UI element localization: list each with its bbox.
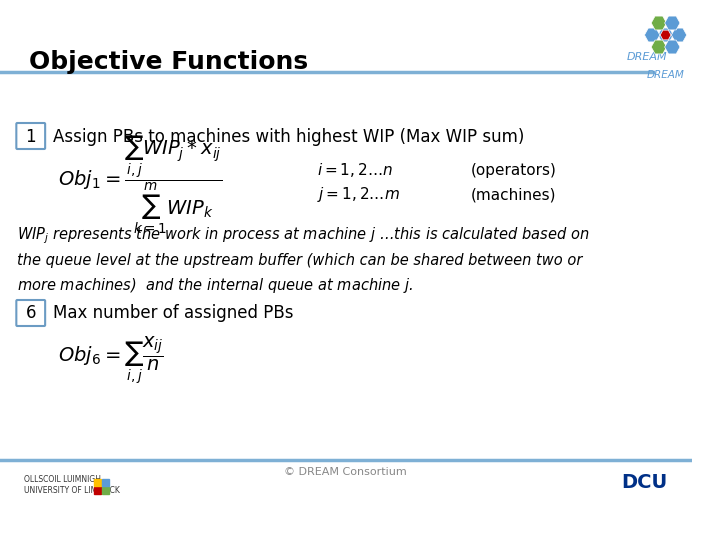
- Text: (operators): (operators): [471, 163, 557, 178]
- Bar: [94, 487, 101, 494]
- FancyBboxPatch shape: [17, 300, 45, 326]
- Text: Assign PBs to machines with highest WIP (Max WIP sum): Assign PBs to machines with highest WIP …: [53, 128, 524, 146]
- Bar: [102, 479, 109, 486]
- Text: $i = 1, 2 \ldots n$: $i = 1, 2 \ldots n$: [317, 161, 393, 179]
- FancyBboxPatch shape: [17, 123, 45, 149]
- Text: Objective Functions: Objective Functions: [29, 50, 308, 74]
- Text: DREAM: DREAM: [647, 70, 685, 80]
- Text: $Obj_1 = \dfrac{\sum_{i,j} WIP_j * x_{ij}}{\sum_{k=1}^{m} WIP_k}$: $Obj_1 = \dfrac{\sum_{i,j} WIP_j * x_{ij…: [58, 134, 222, 237]
- Text: Max number of assigned PBs: Max number of assigned PBs: [53, 304, 293, 322]
- Text: 1: 1: [25, 128, 36, 146]
- Text: DCU: DCU: [621, 472, 667, 491]
- Text: $WIP_j$ represents the work in process at machine $j$ …this is calculated based : $WIP_j$ represents the work in process a…: [17, 225, 590, 295]
- Text: © DREAM Consortium: © DREAM Consortium: [284, 467, 407, 477]
- Bar: [102, 487, 109, 494]
- Text: $j = 1, 2 \ldots m$: $j = 1, 2 \ldots m$: [317, 186, 400, 205]
- Text: (machines): (machines): [471, 187, 556, 202]
- Text: $Obj_6 = \sum_{i,j} \dfrac{x_{ij}}{n}$: $Obj_6 = \sum_{i,j} \dfrac{x_{ij}}{n}$: [58, 334, 163, 386]
- Text: DREAM: DREAM: [627, 52, 667, 62]
- Text: OLLSCOIL LUIMNIGH
UNIVERSITY OF LIMERICK: OLLSCOIL LUIMNIGH UNIVERSITY OF LIMERICK: [24, 475, 120, 495]
- Bar: [94, 479, 101, 486]
- Text: 6: 6: [25, 304, 36, 322]
